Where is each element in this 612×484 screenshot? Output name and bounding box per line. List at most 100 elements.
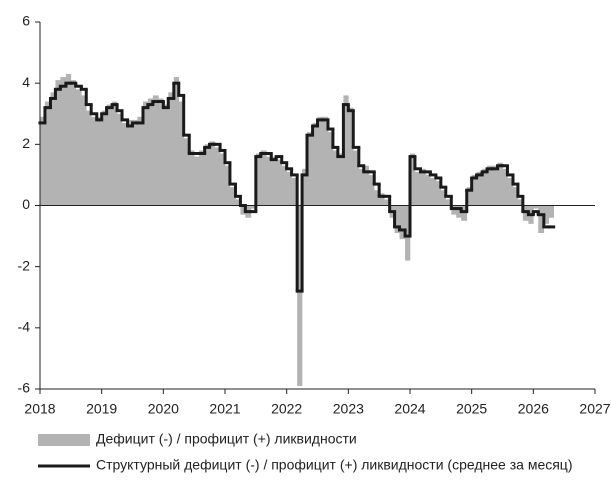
area-step bbox=[158, 98, 164, 206]
area-step bbox=[127, 119, 133, 206]
area-step bbox=[358, 168, 365, 206]
area-step bbox=[266, 156, 272, 206]
y-tick-label: 2 bbox=[22, 135, 30, 151]
area-step bbox=[379, 193, 385, 206]
area-step bbox=[471, 174, 477, 206]
area-step bbox=[337, 153, 344, 206]
y-tick-label: -2 bbox=[18, 257, 31, 273]
area-step bbox=[44, 101, 51, 206]
legend-swatch bbox=[38, 434, 90, 446]
area-step bbox=[168, 92, 175, 206]
x-tick-label: 2019 bbox=[86, 401, 117, 417]
x-tick-label: 2026 bbox=[518, 401, 549, 417]
area-step bbox=[194, 156, 200, 206]
area-step bbox=[240, 205, 246, 215]
area-step bbox=[435, 181, 442, 206]
area-step bbox=[405, 205, 411, 261]
area-step bbox=[152, 95, 159, 206]
area-step bbox=[363, 165, 369, 206]
area-step bbox=[517, 199, 524, 206]
area-step bbox=[291, 177, 298, 206]
y-tick-label: -4 bbox=[18, 319, 31, 335]
area-step bbox=[548, 205, 554, 218]
y-tick-label: 6 bbox=[22, 13, 30, 29]
area-step bbox=[492, 165, 498, 206]
area-step bbox=[255, 153, 262, 206]
area-step bbox=[70, 80, 77, 206]
area-step bbox=[50, 92, 56, 206]
area-step bbox=[75, 89, 82, 206]
area-step bbox=[312, 122, 318, 206]
area-step bbox=[456, 205, 462, 218]
area-step bbox=[178, 101, 184, 206]
area-step bbox=[445, 199, 452, 206]
area-step bbox=[394, 205, 400, 234]
area-step bbox=[147, 98, 154, 206]
area-step bbox=[199, 150, 205, 206]
area-step bbox=[117, 113, 123, 206]
area-step bbox=[353, 150, 360, 206]
area-step bbox=[106, 104, 113, 206]
area-step bbox=[332, 150, 339, 206]
area-step bbox=[250, 205, 257, 209]
x-tick-label: 2027 bbox=[579, 401, 610, 417]
area-step bbox=[281, 165, 287, 206]
y-tick-label: 0 bbox=[22, 196, 30, 212]
area-step bbox=[60, 77, 67, 206]
area-step bbox=[410, 153, 416, 206]
area-step bbox=[137, 116, 144, 206]
area-step bbox=[204, 144, 210, 206]
area-step bbox=[368, 174, 375, 206]
area-step bbox=[302, 168, 308, 206]
area-step bbox=[399, 205, 406, 240]
area-step bbox=[229, 187, 236, 206]
area-step bbox=[276, 159, 283, 206]
area-step bbox=[91, 116, 98, 206]
x-tick-label: 2025 bbox=[456, 401, 487, 417]
area-step bbox=[96, 116, 102, 206]
area-step bbox=[384, 199, 390, 206]
area-step bbox=[101, 110, 107, 206]
area-step bbox=[132, 119, 138, 206]
area-step bbox=[543, 205, 550, 224]
area-step bbox=[440, 190, 447, 206]
area-step bbox=[487, 165, 493, 206]
area-step bbox=[497, 162, 503, 206]
x-tick-label: 2018 bbox=[24, 401, 55, 417]
area-step bbox=[466, 187, 472, 206]
area-step bbox=[512, 187, 519, 206]
area-step bbox=[81, 95, 87, 206]
area-step bbox=[297, 205, 303, 386]
x-tick-label: 2024 bbox=[394, 401, 425, 417]
y-tick-label: 4 bbox=[22, 74, 30, 90]
area-step bbox=[220, 153, 226, 206]
area-step bbox=[476, 171, 483, 206]
area-step bbox=[451, 205, 457, 215]
area-step bbox=[65, 73, 72, 206]
area-step bbox=[430, 177, 437, 206]
x-tick-label: 2021 bbox=[209, 401, 240, 417]
x-tick-label: 2020 bbox=[148, 401, 179, 417]
area-step bbox=[307, 132, 313, 206]
area-step bbox=[327, 132, 334, 206]
area-step bbox=[189, 150, 195, 206]
x-tick-label: 2023 bbox=[333, 401, 364, 417]
area-step bbox=[343, 95, 349, 206]
area-step bbox=[317, 116, 323, 206]
x-tick-label: 2022 bbox=[271, 401, 302, 417]
area-step bbox=[461, 205, 468, 221]
area-step bbox=[86, 110, 92, 206]
area-step bbox=[374, 190, 380, 206]
area-step bbox=[173, 77, 180, 206]
area-step bbox=[183, 138, 190, 206]
area-step bbox=[122, 122, 128, 206]
area-step bbox=[235, 199, 241, 206]
area-step bbox=[420, 168, 426, 206]
area-step bbox=[40, 116, 46, 206]
area-step bbox=[322, 116, 329, 206]
area-step bbox=[209, 141, 215, 206]
area-step bbox=[271, 156, 277, 206]
area-step bbox=[55, 80, 61, 206]
area-step bbox=[112, 101, 118, 206]
